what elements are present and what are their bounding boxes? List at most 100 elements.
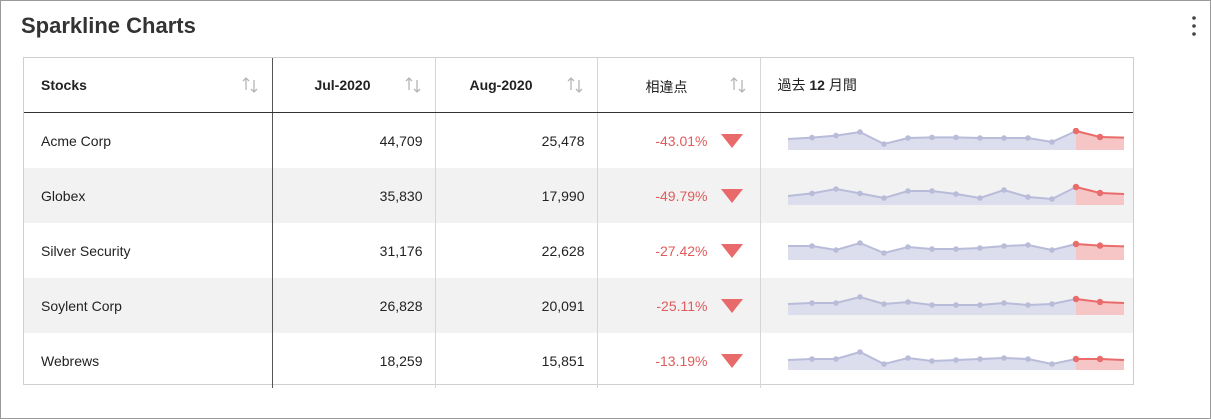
sparkline-point [928, 187, 935, 194]
sparkline-label-number: 12 [809, 77, 825, 93]
jul-value: 26,828 [272, 278, 436, 333]
sparkline-point [880, 360, 887, 367]
sparkline-point [832, 185, 839, 192]
sort-arrows-icon[interactable] [565, 75, 585, 95]
column-label-jul: Jul-2020 [314, 77, 371, 93]
diff-value: -25.11% [656, 297, 708, 314]
sparkline-point [856, 293, 863, 300]
sparkline-point [976, 355, 983, 362]
sparkline-point [856, 190, 863, 196]
sparkline-point [832, 132, 839, 138]
sparkline-point [1048, 300, 1055, 307]
sparkline-point [976, 301, 983, 308]
sparkline-point [952, 301, 959, 308]
sort-arrows-icon[interactable] [240, 75, 260, 95]
sparkline-point [1024, 193, 1031, 200]
sparkline-point [904, 243, 911, 250]
sparkline-chart [787, 293, 1124, 315]
sparkline-point [952, 245, 959, 252]
sparkline-point [1072, 127, 1079, 134]
sparkline-point [928, 301, 935, 308]
sparkline-point [1000, 354, 1007, 361]
sparkline-point [880, 194, 887, 201]
aug-value: 22,628 [435, 223, 598, 278]
sparkline-point [832, 299, 839, 306]
sparkline-recent-area [1075, 243, 1124, 260]
jul-value: 35,830 [272, 168, 436, 223]
stock-name: Globex [41, 187, 86, 204]
sparkline-point [1000, 134, 1007, 141]
column-header-aug[interactable]: Aug-2020 [435, 58, 598, 113]
sparkline-point [808, 134, 815, 140]
sparkline-label-suffix: 月間 [824, 77, 857, 93]
sparkline-point [952, 134, 959, 140]
sparkline-point [928, 357, 935, 364]
diff-value: -49.79% [655, 187, 708, 204]
column-header-stocks[interactable]: Stocks [24, 58, 273, 113]
column-label-stocks: Stocks [41, 77, 87, 93]
sparkline-point [1096, 133, 1103, 140]
sparkline-point [1024, 134, 1031, 141]
column-label-diff: 相違点 [645, 79, 688, 95]
table-row: Silver Security 31,176 22,628 -27.42% [24, 223, 1133, 278]
column-label-sparkline: 過去 12 月間 [761, 75, 857, 95]
sparkline-point [1000, 186, 1007, 193]
sparkline-point [856, 348, 863, 355]
sparkline-point [808, 190, 815, 196]
sparkline-point [1072, 183, 1079, 190]
stock-name: Silver Security [41, 242, 131, 259]
sparkline-point [904, 134, 911, 141]
sparkline-recent-area [1075, 130, 1124, 150]
table-header-row: Stocks Jul-2020 Aug-2020 相違点 [24, 58, 1133, 113]
triangle-down-icon [720, 244, 743, 258]
column-label-aug: Aug-2020 [469, 77, 533, 93]
aug-value: 15,851 [435, 333, 598, 388]
more-vertical-icon[interactable] [1188, 15, 1200, 37]
diff-value: -13.19% [655, 352, 708, 369]
sparkline-point [1072, 295, 1079, 302]
sparkline-point [904, 187, 911, 194]
sparkline-point [1072, 355, 1079, 362]
sparkline-point [880, 300, 887, 307]
diff-value: -27.42% [655, 242, 708, 259]
column-header-diff[interactable]: 相違点 [597, 58, 761, 113]
sort-arrows-icon[interactable] [403, 75, 423, 95]
sparkline-point [880, 249, 887, 256]
sparkline-chart [787, 183, 1124, 205]
table-row: Soylent Corp 26,828 20,091 -25.11% [24, 278, 1133, 333]
sparkline-chart [787, 127, 1124, 150]
sparkline-point [808, 355, 815, 362]
jul-value: 18,259 [272, 333, 436, 388]
table-row: Webrews 18,259 15,851 -13.19% [24, 333, 1133, 388]
sparkline-point [1000, 242, 1007, 249]
sparkline-recent-area [1075, 358, 1124, 370]
sparkline-point [880, 140, 887, 147]
column-header-jul[interactable]: Jul-2020 [272, 58, 436, 113]
sparkline-area [787, 130, 1076, 150]
triangle-down-icon [720, 189, 743, 203]
card-title: Sparkline Charts [21, 13, 196, 38]
sparkline-point [1096, 189, 1103, 196]
sparkline-point [1048, 138, 1055, 145]
sparkline-point [808, 299, 815, 306]
triangle-down-icon [720, 354, 743, 368]
aug-value: 17,990 [435, 168, 598, 223]
triangle-down-icon [720, 134, 743, 148]
table-row: Acme Corp 44,709 25,478 -43.01% [24, 112, 1133, 168]
sort-arrows-icon[interactable] [728, 75, 748, 95]
sparkline-point [976, 244, 983, 251]
sparkline-point [1072, 240, 1079, 247]
sparkline-point [832, 355, 839, 362]
sparkline-point [1024, 241, 1031, 248]
stocks-table: Stocks Jul-2020 Aug-2020 相違点 [23, 57, 1134, 388]
jul-value: 31,176 [272, 223, 436, 278]
sparkline-point [1048, 195, 1055, 202]
sparkline-point [1048, 246, 1055, 253]
sparkline-point [1000, 299, 1007, 306]
jul-value: 44,709 [272, 112, 436, 168]
sparkline-point [1096, 355, 1103, 362]
sparkline-point [928, 245, 935, 252]
sparkline-point [1096, 241, 1103, 249]
aug-value: 20,091 [435, 278, 598, 333]
